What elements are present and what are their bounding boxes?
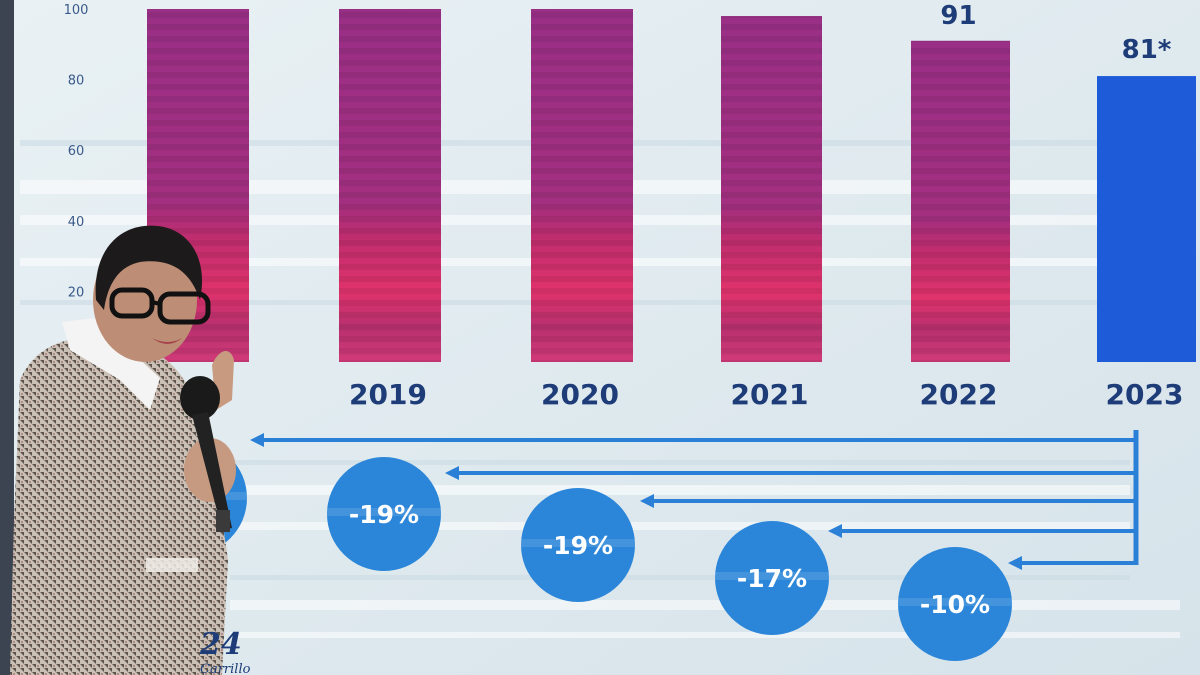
circle-stripe-2022 [898, 598, 1012, 606]
houndstooth-jacket [10, 337, 228, 675]
bar-texture-2022 [911, 40, 1010, 363]
arrow-head-2021 [828, 524, 842, 538]
presenter-figure [10, 225, 236, 675]
value-label-2023: 81* [1122, 35, 1172, 65]
arrow-head-2020 [640, 494, 654, 508]
arrow-head-2019 [445, 466, 459, 480]
arrow-head-2018 [250, 433, 264, 447]
percentage-circle-2021 [715, 521, 829, 635]
bar-2023 [1097, 76, 1196, 362]
value-labels: 91 81* [940, 1, 1171, 65]
percentage-circle-2020 [521, 488, 635, 602]
arrow-head-2022 [1008, 556, 1022, 570]
year-labels: 2019 2020 2021 2022 2023 [349, 378, 1183, 411]
x-tick-label-2020: 2020 [541, 378, 619, 411]
hair [95, 225, 203, 310]
bars [147, 9, 1196, 363]
watermark-name: Carrillo [200, 662, 251, 675]
bar-texture-2020 [531, 9, 633, 362]
percentage-label-2020: -19% [543, 531, 613, 560]
watermark-number: 24 [200, 627, 242, 662]
circle-stripe-2020 [521, 539, 635, 547]
percentage-circle-2022 [898, 547, 1012, 661]
percentage-label-2019: -19% [349, 500, 419, 529]
x-tick-label-2019: 2019 [349, 378, 427, 411]
y-tick-label-20: 20 [68, 285, 85, 300]
microphone-icon [180, 376, 232, 532]
bar-texture-2021 [721, 16, 822, 363]
x-tick-label-2023: 2023 [1106, 378, 1184, 411]
comparison-arrows [250, 430, 1139, 570]
y-tick-label-40: 40 [68, 215, 85, 230]
circle-stripe-2019 [327, 508, 441, 516]
percentage-label-2022: -10% [920, 590, 990, 619]
glasses-icon [109, 287, 211, 325]
value-label-2022: 91 [940, 1, 976, 31]
y-tick-label-60: 60 [68, 144, 85, 159]
circle-stripe-2021 [715, 572, 829, 580]
x-tick-label-2022: 2022 [920, 378, 998, 411]
percentage-label-2021: -17% [737, 564, 807, 593]
bar-texture-2019 [339, 9, 441, 362]
y-axis: 20 40 60 80 100 [64, 3, 89, 300]
percentage-circle-2019 [327, 457, 441, 571]
white-collar [62, 318, 160, 410]
x-tick-label-2021: 2021 [731, 378, 809, 411]
y-tick-label-80: 80 [68, 74, 85, 89]
y-tick-label-100: 100 [64, 3, 89, 18]
